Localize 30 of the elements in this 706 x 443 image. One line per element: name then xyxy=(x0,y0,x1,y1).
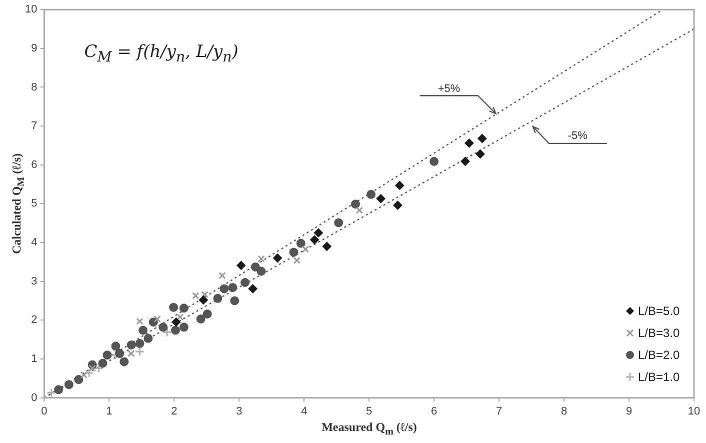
y-tick-label: 6 xyxy=(31,158,38,171)
y-tick-label: 7 xyxy=(31,120,38,132)
x-tick-label: 6 xyxy=(431,405,438,418)
x-tick-label: 1 xyxy=(106,405,112,418)
x-tick-label: 0 xyxy=(41,405,48,418)
x-tick-label: 10 xyxy=(688,405,700,418)
y-tick-label: 5 xyxy=(31,198,38,210)
annotation: C$_{M}$ = f(h/y$_{n}$, L/y$_{n}$) xyxy=(84,42,238,65)
x-tick-label: 2 xyxy=(171,405,178,418)
legend-label: L/B=5.0 xyxy=(638,304,680,318)
legend-label: L/B=3.0 xyxy=(638,326,680,340)
x-tick-label: 9 xyxy=(626,405,632,418)
annotation: -5% xyxy=(568,130,588,142)
x-tick-label: 8 xyxy=(560,405,568,418)
y-tick-label: 0 xyxy=(31,392,38,404)
legend-label: L/B=1.0 xyxy=(638,370,680,384)
x-tick-label: 7 xyxy=(496,405,502,418)
y-tick-label: 8 xyxy=(31,81,38,94)
legend-label: L/B=2.0 xyxy=(638,348,680,362)
y-tick-label: 9 xyxy=(31,42,38,54)
y-tick-label: 2 xyxy=(31,314,38,326)
x-axis-title: Measured Q$_{m}$ (ℓ/s) xyxy=(322,420,417,438)
annotation: +5% xyxy=(438,82,460,95)
y-tick-label: 4 xyxy=(31,236,38,249)
x-tick-label: 5 xyxy=(366,405,372,418)
x-tick-label: 4 xyxy=(301,405,308,418)
x-tick-label: 3 xyxy=(236,405,242,418)
y-tick-label: 1 xyxy=(31,353,38,366)
y-tick-label: 3 xyxy=(31,275,38,288)
y-tick-label: 10 xyxy=(24,4,38,16)
